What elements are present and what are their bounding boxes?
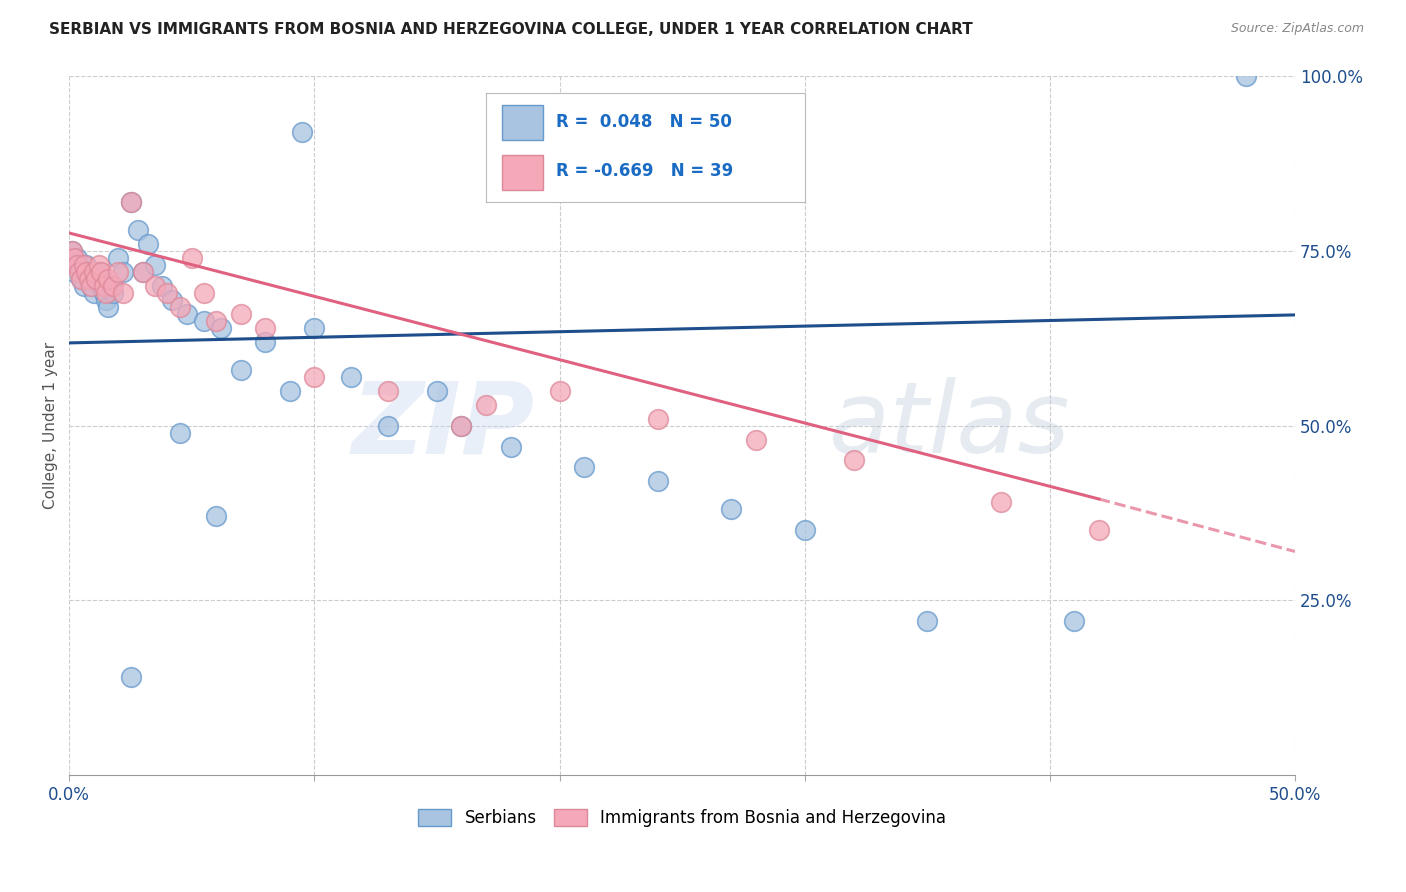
Point — [80, 278, 103, 293]
Point — [83, 264, 105, 278]
Point — [647, 475, 669, 489]
Point — [63, 251, 86, 265]
Point — [77, 271, 100, 285]
Point — [112, 285, 135, 300]
Point — [94, 293, 117, 307]
Point — [1088, 524, 1111, 538]
Point — [120, 194, 142, 209]
Point — [450, 418, 472, 433]
Point — [84, 271, 107, 285]
Point — [548, 384, 571, 398]
Point — [70, 271, 93, 285]
Point — [93, 278, 115, 293]
Point — [65, 251, 87, 265]
Point — [169, 300, 191, 314]
Point — [70, 271, 93, 285]
Point — [60, 244, 83, 258]
Point — [83, 285, 105, 300]
Point — [103, 278, 125, 293]
Point — [90, 264, 112, 278]
Point — [1063, 615, 1085, 629]
Point — [107, 264, 129, 278]
Point — [793, 524, 815, 538]
Point — [278, 384, 301, 398]
Point — [193, 285, 215, 300]
Point — [304, 320, 326, 334]
Point — [340, 369, 363, 384]
Point — [112, 264, 135, 278]
Text: atlas: atlas — [830, 377, 1071, 474]
Point — [67, 264, 90, 278]
Text: ZIP: ZIP — [352, 377, 536, 474]
Point — [93, 285, 115, 300]
Point — [80, 278, 103, 293]
Point — [87, 264, 110, 278]
Point — [209, 320, 232, 334]
Text: Source: ZipAtlas.com: Source: ZipAtlas.com — [1230, 22, 1364, 36]
Point — [120, 671, 142, 685]
Point — [97, 271, 120, 285]
Point — [77, 264, 100, 278]
Point — [60, 244, 83, 258]
Point — [65, 258, 87, 272]
Point — [842, 453, 865, 467]
Point — [143, 278, 166, 293]
Point — [75, 264, 97, 278]
Point — [291, 124, 314, 138]
Point — [229, 362, 252, 376]
Point — [107, 251, 129, 265]
Point — [205, 313, 228, 327]
Point — [156, 285, 179, 300]
Point — [572, 460, 595, 475]
Point — [193, 313, 215, 327]
Point — [229, 306, 252, 320]
Point — [132, 264, 155, 278]
Point — [180, 251, 202, 265]
Point — [73, 258, 96, 272]
Point — [160, 293, 183, 307]
Point — [1234, 69, 1257, 83]
Text: SERBIAN VS IMMIGRANTS FROM BOSNIA AND HERZEGOVINA COLLEGE, UNDER 1 YEAR CORRELAT: SERBIAN VS IMMIGRANTS FROM BOSNIA AND HE… — [49, 22, 973, 37]
Point — [103, 285, 125, 300]
Point — [254, 334, 277, 349]
Point — [475, 397, 498, 411]
Point — [84, 271, 107, 285]
Point — [720, 502, 742, 516]
Point — [63, 264, 86, 278]
Point — [100, 278, 122, 293]
Point — [254, 320, 277, 334]
Point — [67, 258, 90, 272]
Point — [132, 264, 155, 278]
Point — [136, 236, 159, 251]
Y-axis label: College, Under 1 year: College, Under 1 year — [44, 342, 58, 509]
Point — [169, 425, 191, 440]
Point — [94, 285, 117, 300]
Point — [377, 384, 399, 398]
Point — [90, 278, 112, 293]
Point — [647, 411, 669, 425]
Legend: Serbians, Immigrants from Bosnia and Herzegovina: Serbians, Immigrants from Bosnia and Her… — [412, 802, 953, 834]
Point — [205, 509, 228, 524]
Point — [917, 615, 939, 629]
Point — [97, 300, 120, 314]
Point — [744, 433, 766, 447]
Point — [450, 418, 472, 433]
Point — [75, 258, 97, 272]
Point — [87, 258, 110, 272]
Point — [499, 440, 522, 454]
Point — [176, 306, 198, 320]
Point — [426, 384, 449, 398]
Point — [143, 258, 166, 272]
Point — [377, 418, 399, 433]
Point — [127, 222, 149, 236]
Point — [990, 495, 1012, 509]
Point — [150, 278, 173, 293]
Point — [73, 278, 96, 293]
Point — [304, 369, 326, 384]
Point — [120, 194, 142, 209]
